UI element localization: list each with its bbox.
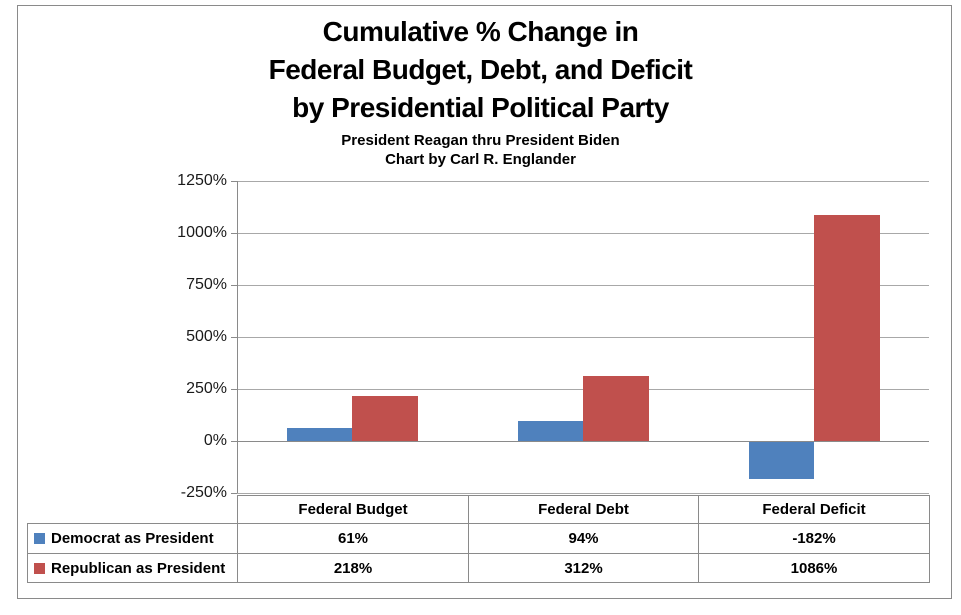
table-value-republican-as-president-federal-debt: 312% — [468, 553, 699, 583]
y-gridline — [237, 181, 929, 182]
y-axis-tick — [231, 233, 237, 234]
y-gridline — [237, 285, 929, 286]
chart-outer-border — [17, 5, 952, 599]
y-axis-label: 250% — [186, 380, 227, 397]
chart-subtitle-line-1: President Reagan thru President Biden — [341, 132, 620, 149]
y-axis-tick — [231, 181, 237, 182]
y-axis-tick — [231, 285, 237, 286]
chart-title: Cumulative % Change in Federal Budget, D… — [0, 13, 961, 127]
legend-color-swatch-republican-as-president — [34, 562, 45, 574]
bar-republican-as-president-federal-debt — [583, 376, 649, 441]
y-axis-tick — [231, 493, 237, 494]
table-header-federal-budget: Federal Budget — [237, 495, 469, 524]
bar-democrat-as-president-federal-deficit — [748, 441, 814, 479]
chart-subtitle: President Reagan thru President Biden Ch… — [0, 131, 961, 169]
y-axis-label: -250% — [180, 484, 227, 501]
y-gridline — [237, 337, 929, 338]
legend-key-democrat-as-president: Democrat as President — [27, 523, 238, 554]
chart-title-line-2: Federal Budget, Debt, and Deficit — [268, 54, 693, 85]
y-axis-tick — [231, 441, 237, 442]
y-gridline — [237, 233, 929, 234]
chart-subtitle-line-2: Chart by Carl R. Englander — [385, 151, 576, 168]
y-axis-label: 750% — [186, 276, 227, 293]
legend-color-swatch-democrat-as-president — [34, 533, 45, 544]
bar-republican-as-president-federal-deficit — [813, 215, 880, 441]
table-value-republican-as-president-federal-deficit: 1086% — [698, 553, 930, 583]
y-gridline — [237, 493, 929, 494]
x-axis-zero-line — [237, 441, 929, 442]
legend-key-republican-as-president: Republican as President — [27, 553, 238, 583]
table-header-federal-deficit: Federal Deficit — [698, 495, 930, 524]
table-value-democrat-as-president-federal-deficit: -182% — [698, 523, 930, 554]
table-value-democrat-as-president-federal-debt: 94% — [468, 523, 699, 554]
table-value-republican-as-president-federal-budget: 218% — [237, 553, 469, 583]
y-axis-tick — [231, 389, 237, 390]
legend-label: Republican as President — [51, 559, 226, 577]
y-axis-tick — [231, 337, 237, 338]
table-header-federal-debt: Federal Debt — [468, 495, 699, 524]
bar-democrat-as-president-federal-budget — [287, 428, 353, 441]
y-axis-label: 1250% — [177, 172, 227, 189]
chart-title-line-3: by Presidential Political Party — [292, 92, 669, 123]
bar-republican-as-president-federal-budget — [352, 395, 419, 441]
y-axis-label: 0% — [203, 432, 227, 449]
table-value-democrat-as-president-federal-budget: 61% — [237, 523, 469, 554]
chart-title-line-1: Cumulative % Change in — [322, 16, 639, 47]
y-axis-label: 500% — [186, 328, 227, 345]
legend-label: Democrat as President — [51, 530, 214, 547]
y-axis-line — [237, 181, 238, 493]
bar-democrat-as-president-federal-debt — [518, 421, 583, 441]
y-axis-label: 1000% — [177, 224, 227, 241]
